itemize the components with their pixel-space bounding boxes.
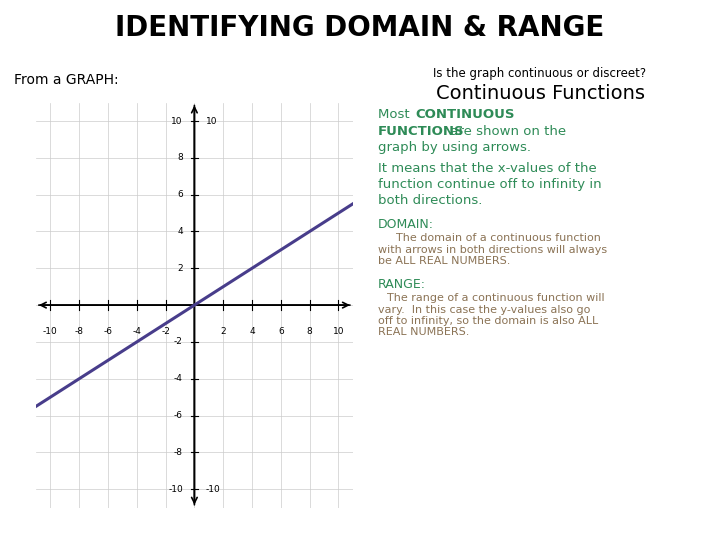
Text: -6: -6 <box>104 327 112 336</box>
Text: 2: 2 <box>220 327 226 336</box>
Text: Most: Most <box>378 108 414 121</box>
Text: with arrows in both directions will always: with arrows in both directions will alwa… <box>378 245 607 255</box>
Text: IDENTIFYING DOMAIN & RANGE: IDENTIFYING DOMAIN & RANGE <box>115 14 605 42</box>
Text: -10: -10 <box>206 485 220 494</box>
Text: REAL NUMBERS.: REAL NUMBERS. <box>378 327 469 338</box>
Text: -6: -6 <box>174 411 183 420</box>
Text: The range of a continuous function will: The range of a continuous function will <box>387 293 604 303</box>
Text: From a GRAPH:: From a GRAPH: <box>14 73 119 87</box>
Text: Is the graph continuous or discreet?: Is the graph continuous or discreet? <box>433 68 647 80</box>
Text: 10: 10 <box>206 117 217 125</box>
Text: are shown on the: are shown on the <box>446 125 567 138</box>
Text: graph by using arrows.: graph by using arrows. <box>378 141 531 154</box>
Text: vary.  In this case the y-values also go: vary. In this case the y-values also go <box>378 305 590 315</box>
Text: 4: 4 <box>249 327 255 336</box>
Text: 8: 8 <box>307 327 312 336</box>
Text: It means that the x-values of the: It means that the x-values of the <box>378 162 597 175</box>
Text: -8: -8 <box>75 327 84 336</box>
Text: -10: -10 <box>168 485 183 494</box>
Text: be ALL REAL NUMBERS.: be ALL REAL NUMBERS. <box>378 256 510 266</box>
Text: -2: -2 <box>174 338 183 347</box>
Text: function continue off to infinity in: function continue off to infinity in <box>378 178 602 191</box>
Text: 2: 2 <box>177 264 183 273</box>
Text: FUNCTIONS: FUNCTIONS <box>378 125 464 138</box>
Text: 6: 6 <box>177 190 183 199</box>
Text: CONTINUOUS: CONTINUOUS <box>415 108 515 121</box>
Text: -2: -2 <box>161 327 170 336</box>
Text: Continuous Functions: Continuous Functions <box>436 84 644 103</box>
Text: 10: 10 <box>171 117 183 125</box>
Text: both directions.: both directions. <box>378 194 482 207</box>
Text: 8: 8 <box>177 153 183 163</box>
Text: The domain of a continuous function: The domain of a continuous function <box>396 233 601 244</box>
Text: 6: 6 <box>278 327 284 336</box>
Text: off to infinity, so the domain is also ALL: off to infinity, so the domain is also A… <box>378 316 598 326</box>
Text: -4: -4 <box>132 327 141 336</box>
Text: DOMAIN:: DOMAIN: <box>378 218 434 231</box>
Text: -4: -4 <box>174 374 183 383</box>
Text: -10: -10 <box>43 327 58 336</box>
Text: -8: -8 <box>174 448 183 457</box>
Text: 4: 4 <box>177 227 183 236</box>
Text: RANGE:: RANGE: <box>378 278 426 291</box>
Text: 10: 10 <box>333 327 344 336</box>
